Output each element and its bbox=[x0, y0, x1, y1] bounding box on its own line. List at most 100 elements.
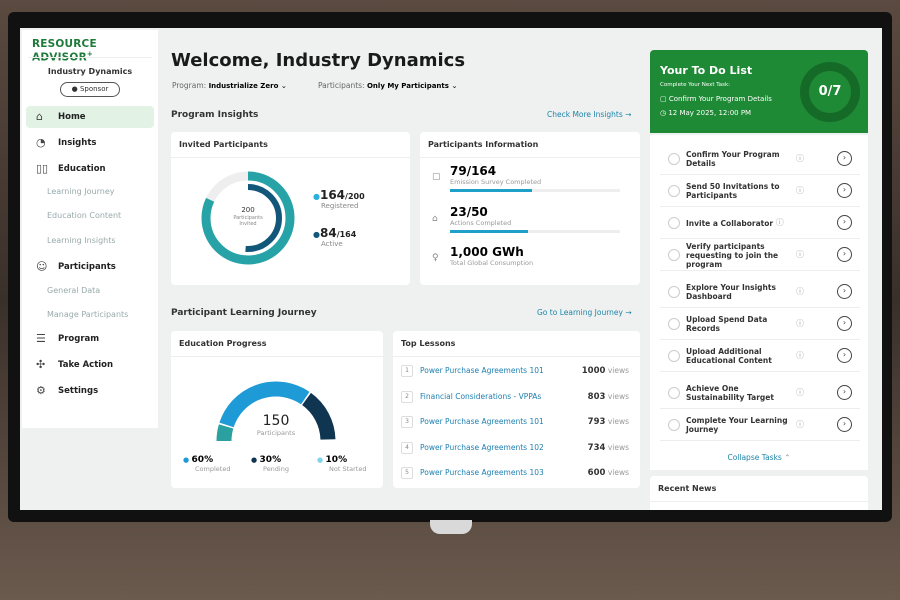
sidebar-item-general-data[interactable]: General Data bbox=[47, 286, 101, 295]
task-checkbox[interactable] bbox=[668, 185, 680, 197]
info-label: Actions Completed bbox=[450, 219, 512, 227]
lesson-title-link[interactable]: Financial Considerations - VPPAs bbox=[420, 391, 542, 401]
card-title: Invited Participants bbox=[171, 132, 410, 158]
collapse-tasks-button[interactable]: Collapse Tasks ⌃ bbox=[650, 453, 868, 462]
gear-icon: ⚙ bbox=[36, 384, 46, 397]
task-item[interactable]: Complete Your Learning Journey ⓘ › bbox=[660, 409, 860, 441]
task-item[interactable]: Explore Your Insights Dashboard ⓘ › bbox=[660, 276, 860, 308]
sidebar-item-education[interactable]: ▯▯ Education bbox=[26, 158, 154, 180]
sidebar-item-insights[interactable]: ◔ Insights bbox=[26, 132, 154, 154]
help-icon[interactable]: ⓘ bbox=[796, 287, 804, 297]
sidebar-item-program[interactable]: ☰ Program bbox=[26, 328, 154, 350]
lesson-views-count: 793 bbox=[587, 417, 606, 427]
task-item[interactable]: Send 50 Invitations to Participants ⓘ › bbox=[660, 175, 860, 207]
task-item[interactable]: Confirm Your Program Details ⓘ › bbox=[660, 143, 860, 175]
lesson-row[interactable]: 4 Power Purchase Agreements 102 734 views bbox=[399, 436, 635, 461]
sidebar-item-learning-journey[interactable]: Learning Journey bbox=[47, 187, 115, 196]
task-checkbox[interactable] bbox=[668, 217, 680, 229]
task-item[interactable]: Invite a Collaborator ⓘ › bbox=[660, 207, 860, 239]
pie-chart-icon: ◔ bbox=[36, 136, 46, 149]
check-more-insights-link[interactable]: Check More Insights → bbox=[547, 110, 631, 119]
logo[interactable]: RESOURCE ADVISOR+ bbox=[32, 38, 158, 64]
lesson-views-unit: views bbox=[607, 417, 629, 426]
lesson-views-count: 1000 bbox=[581, 366, 606, 376]
task-label: Invite a Collaborator ⓘ bbox=[686, 207, 804, 239]
sidebar-item-take-action[interactable]: ✣ Take Action bbox=[26, 354, 154, 376]
chevron-right-icon[interactable]: › bbox=[837, 215, 852, 230]
info-item: 1,000 GWh Total Global Consumption bbox=[450, 245, 533, 267]
info-item: 23/50 Actions Completed bbox=[450, 205, 620, 233]
help-icon[interactable]: ⓘ bbox=[796, 319, 804, 329]
lesson-row[interactable]: 2 Financial Considerations - VPPAs 803 vie… bbox=[399, 385, 635, 410]
sidebar-item-manage-participants[interactable]: Manage Participants bbox=[47, 310, 129, 319]
lesson-rank: 2 bbox=[401, 390, 413, 403]
lesson-views-unit: views bbox=[607, 366, 629, 375]
lesson-title-link[interactable]: Power Purchase Agreements 102 bbox=[420, 442, 544, 452]
program-filter[interactable]: Program: Industrialize Zero ⌄ bbox=[172, 81, 287, 90]
chevron-down-icon: ⌄ bbox=[280, 81, 288, 90]
chevron-up-icon: ⌃ bbox=[784, 453, 791, 462]
chevron-right-icon[interactable]: › bbox=[837, 316, 852, 331]
org-name: Industry Dynamics bbox=[47, 67, 133, 76]
sidebar-item-learning-insights[interactable]: Learning Insights bbox=[47, 236, 116, 245]
nav-label: Program bbox=[58, 334, 100, 344]
task-checkbox[interactable] bbox=[668, 249, 680, 261]
lesson-views: 1000 views bbox=[582, 366, 629, 376]
program-label: Program: bbox=[172, 81, 207, 90]
lesson-views: 803 views bbox=[588, 392, 629, 402]
go-to-learning-journey-link[interactable]: Go to Learning Journey → bbox=[537, 308, 632, 317]
next-task-title: Confirm Your Program Details bbox=[668, 95, 772, 103]
chevron-right-icon[interactable]: › bbox=[837, 183, 852, 198]
task-item[interactable]: Achieve One Sustainability Target ⓘ › bbox=[660, 377, 860, 409]
help-icon[interactable]: ⓘ bbox=[796, 420, 804, 430]
lesson-title-link[interactable]: Power Purchase Agreements 101 bbox=[420, 417, 544, 426]
book-icon: ▯▯ bbox=[36, 162, 49, 175]
bulb-icon: ♀ bbox=[432, 253, 439, 263]
sidebar-item-education-content[interactable]: Education Content bbox=[47, 211, 122, 220]
top-lessons-card: Top Lessons 1 Power Purchase Agreements 1… bbox=[393, 331, 640, 488]
sidebar-item-settings[interactable]: ⚙ Settings bbox=[26, 380, 154, 402]
help-icon[interactable]: ⓘ bbox=[796, 186, 804, 196]
role-label: Sponsor bbox=[79, 85, 109, 93]
task-checkbox[interactable] bbox=[668, 419, 680, 431]
help-icon[interactable]: ⓘ bbox=[796, 388, 804, 398]
help-icon[interactable]: ⓘ bbox=[796, 154, 804, 164]
sidebar-item-participants[interactable]: ☺ Participants bbox=[26, 256, 154, 278]
lesson-row[interactable]: 3 Power Purchase Agreements 101 793 views bbox=[399, 410, 635, 435]
registered-stat: ●164/200 Registered bbox=[313, 188, 365, 210]
lesson-title-link[interactable]: Power Purchase Agreements 101 bbox=[420, 366, 544, 375]
chevron-right-icon[interactable]: › bbox=[837, 151, 852, 166]
help-icon[interactable]: ⓘ bbox=[796, 250, 804, 260]
legend-dot: ● bbox=[251, 456, 260, 464]
task-item[interactable]: Upload Spend Data Records ⓘ › bbox=[660, 308, 860, 340]
chevron-right-icon[interactable]: › bbox=[837, 284, 852, 299]
task-checkbox[interactable] bbox=[668, 387, 680, 399]
recent-news-card: Recent News bbox=[650, 476, 868, 510]
chevron-right-icon[interactable]: › bbox=[837, 348, 852, 363]
task-item[interactable]: Upload Additional Educational Content ⓘ › bbox=[660, 340, 860, 372]
task-checkbox[interactable] bbox=[668, 153, 680, 165]
task-item[interactable]: Verify participants requesting to join t… bbox=[660, 239, 860, 271]
invited-donut-chart bbox=[201, 171, 295, 265]
chevron-right-icon[interactable]: › bbox=[837, 417, 852, 432]
lesson-row[interactable]: 1 Power Purchase Agreements 101 1000 views bbox=[399, 359, 635, 384]
sidebar-item-home[interactable]: ⌂ Home bbox=[26, 106, 154, 128]
lesson-row[interactable]: 5 Power Purchase Agreements 103 600 views bbox=[399, 461, 635, 486]
task-checkbox[interactable] bbox=[668, 286, 680, 298]
help-icon[interactable]: ⓘ bbox=[775, 218, 784, 228]
legend-pct: 10% bbox=[325, 455, 348, 465]
task-label: Verify participants requesting to join t… bbox=[686, 239, 804, 271]
active-stat: ●84/164 Active bbox=[313, 226, 356, 248]
task-checkbox[interactable] bbox=[668, 318, 680, 330]
program-value: Industrialize Zero bbox=[208, 82, 279, 90]
lesson-title-link[interactable]: Power Purchase Agreements 103 bbox=[420, 468, 544, 477]
help-icon[interactable]: ⓘ bbox=[796, 351, 804, 361]
task-checkbox[interactable] bbox=[668, 350, 680, 362]
chevron-right-icon[interactable]: › bbox=[837, 247, 852, 262]
gauge-segment-not-started bbox=[216, 424, 234, 442]
chevron-right-icon[interactable]: › bbox=[837, 385, 852, 400]
participants-filter[interactable]: Participants: Only My Participants ⌄ bbox=[318, 81, 458, 90]
next-task[interactable]: ▢ Confirm Your Program Details bbox=[660, 95, 772, 103]
progress-bar bbox=[450, 189, 620, 192]
donut-center: 200 Participants Invited bbox=[198, 206, 298, 227]
